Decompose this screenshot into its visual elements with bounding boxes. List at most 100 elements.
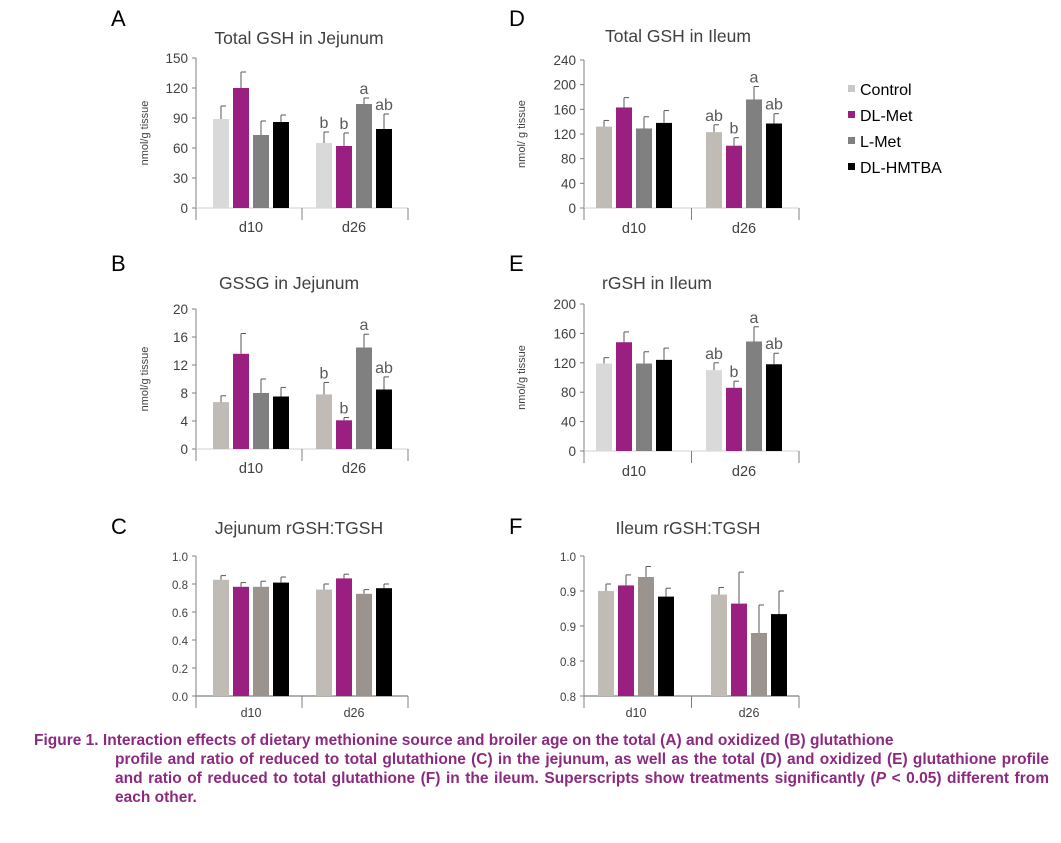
panel-letter: F <box>509 514 522 539</box>
significance-letter: a <box>360 317 369 334</box>
bar <box>336 146 352 208</box>
y-tick-label: 0.9 <box>560 587 576 599</box>
x-category-label: d26 <box>732 464 756 480</box>
bar <box>253 586 269 696</box>
x-category-label: d10 <box>241 706 262 720</box>
caption-line-2-end: < 0.05) different from each other. <box>115 770 1049 806</box>
bar <box>771 614 787 696</box>
bar <box>233 88 249 208</box>
y-tick-label: 120 <box>553 356 576 371</box>
y-tick-label: 0 <box>568 444 576 459</box>
y-axis-label: nmol/g tissue <box>139 101 151 166</box>
y-tick-label: 0 <box>180 201 188 216</box>
caption-line-1: Interaction effects of dietary methionin… <box>102 732 894 749</box>
panel-letter: A <box>111 6 126 31</box>
x-category-label: d26 <box>342 220 366 236</box>
bar <box>273 582 289 696</box>
chart-title: GSSG in Jejunum <box>219 273 359 293</box>
bar <box>233 353 249 449</box>
panel-letter: C <box>111 514 127 539</box>
significance-letter: b <box>730 364 739 381</box>
y-tick-label: 1.0 <box>560 552 576 564</box>
bar <box>616 107 632 208</box>
bar <box>336 578 352 696</box>
significance-letter: b <box>320 115 329 132</box>
bar <box>233 586 249 696</box>
bar <box>638 577 654 696</box>
y-tick-label: 0.2 <box>172 664 188 676</box>
y-tick-label: 60 <box>173 141 188 156</box>
bar <box>336 420 352 449</box>
y-tick-label: 240 <box>553 53 576 68</box>
bar <box>751 633 767 696</box>
chart-title: Total GSH in Jejunum <box>214 28 383 48</box>
y-tick-label: 16 <box>173 330 188 345</box>
legend-swatch <box>848 111 855 118</box>
legend-swatch <box>848 137 855 144</box>
y-tick-label: 0.4 <box>172 636 189 648</box>
y-tick-label: 120 <box>553 127 576 142</box>
bar <box>213 119 229 208</box>
y-tick-label: 1.0 <box>172 552 188 564</box>
x-category-label: d26 <box>342 461 366 477</box>
bar <box>656 122 672 208</box>
bar <box>213 579 229 696</box>
bar <box>253 393 269 449</box>
bar <box>746 99 762 208</box>
bar <box>356 104 372 208</box>
y-tick-label: 160 <box>553 102 576 117</box>
chart-panel-f: F Ileum rGSH:TGSH 0.8 0.8 0.9 0.9 1.0 d10 d26 <box>509 514 800 720</box>
y-tick-label: 0 <box>568 201 576 216</box>
panel-letter: B <box>111 251 126 276</box>
bar <box>636 128 652 208</box>
x-category-label: d10 <box>622 221 646 237</box>
x-category-label: d26 <box>344 706 365 720</box>
significance-letter: ab <box>765 336 783 353</box>
bar <box>596 363 612 451</box>
caption-line-2: profile and ratio of reduced to total gl… <box>115 751 1049 787</box>
y-tick-label: 200 <box>553 297 576 312</box>
x-category-label: d26 <box>739 706 760 720</box>
caption-label: Figure 1. <box>34 732 99 749</box>
chart-title: Jejunum rGSH:TGSH <box>215 518 383 538</box>
significance-letter: ab <box>375 97 393 114</box>
bar <box>356 593 372 696</box>
bar <box>273 396 289 449</box>
y-axis-label: nmol/ g tissue <box>516 100 528 168</box>
y-axis-label: nmol/g tissue <box>516 345 528 410</box>
y-tick-label: 20 <box>173 302 188 317</box>
bar <box>706 370 722 451</box>
bar <box>376 389 392 449</box>
y-tick-label: 40 <box>561 415 576 430</box>
y-tick-label: 0.9 <box>560 622 576 634</box>
chart-title: Ileum rGSH:TGSH <box>616 518 761 538</box>
y-tick-label: 12 <box>173 358 188 373</box>
y-tick-label: 0.6 <box>172 608 188 620</box>
significance-letter: b <box>340 116 349 133</box>
bar <box>656 359 672 451</box>
y-tick-label: 120 <box>165 81 188 96</box>
bar <box>376 588 392 696</box>
bar <box>316 394 332 449</box>
y-axis-label: nmol/g tissue <box>139 347 151 412</box>
bar <box>706 132 722 208</box>
legend-label: L-Met <box>860 134 901 151</box>
bar <box>766 364 782 451</box>
y-tick-label: 0.0 <box>172 692 188 704</box>
significance-letter: a <box>360 81 369 98</box>
bar <box>766 123 782 208</box>
y-tick-label: 0.8 <box>560 692 576 704</box>
bar <box>213 402 229 449</box>
x-category-label: d10 <box>239 461 263 477</box>
y-tick-label: 80 <box>561 385 576 400</box>
y-tick-label: 200 <box>553 78 576 93</box>
bar <box>658 596 674 696</box>
legend-label: DL-HMTBA <box>860 160 942 177</box>
bar <box>636 363 652 451</box>
bar <box>618 585 634 696</box>
caption-p-symbol: P <box>875 770 887 787</box>
chart-title: rGSH in Ileum <box>602 273 712 293</box>
y-tick-label: 0 <box>180 442 188 457</box>
bar <box>726 387 742 451</box>
